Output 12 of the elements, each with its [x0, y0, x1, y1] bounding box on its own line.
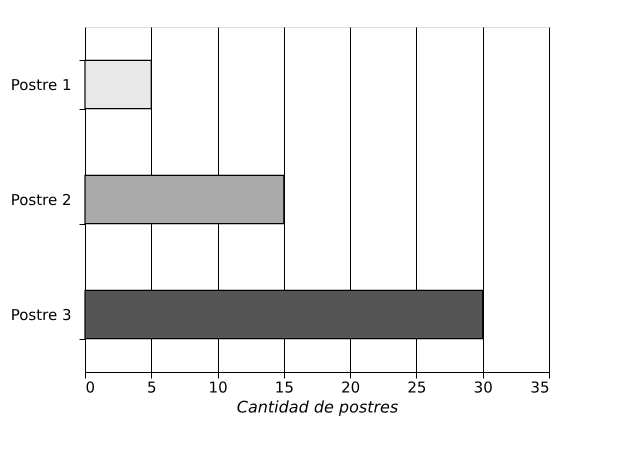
x-tick-label: 30: [474, 378, 493, 396]
y-tick-label: Postre 2: [10, 191, 72, 209]
x-tick-label: 0: [86, 378, 96, 396]
y-tick-label: Postre 3: [10, 306, 72, 324]
x-tick-label: 35: [530, 378, 550, 396]
x-tick-label: 15: [274, 378, 294, 396]
x-tick-label: 20: [341, 378, 360, 396]
x-axis-title: Cantidad de postres: [236, 398, 398, 416]
x-tick-label: 5: [147, 378, 157, 396]
x-tick-label: 10: [208, 378, 228, 396]
y-tick-label: Postre 1: [10, 76, 72, 94]
x-tick-label: 25: [407, 378, 426, 396]
